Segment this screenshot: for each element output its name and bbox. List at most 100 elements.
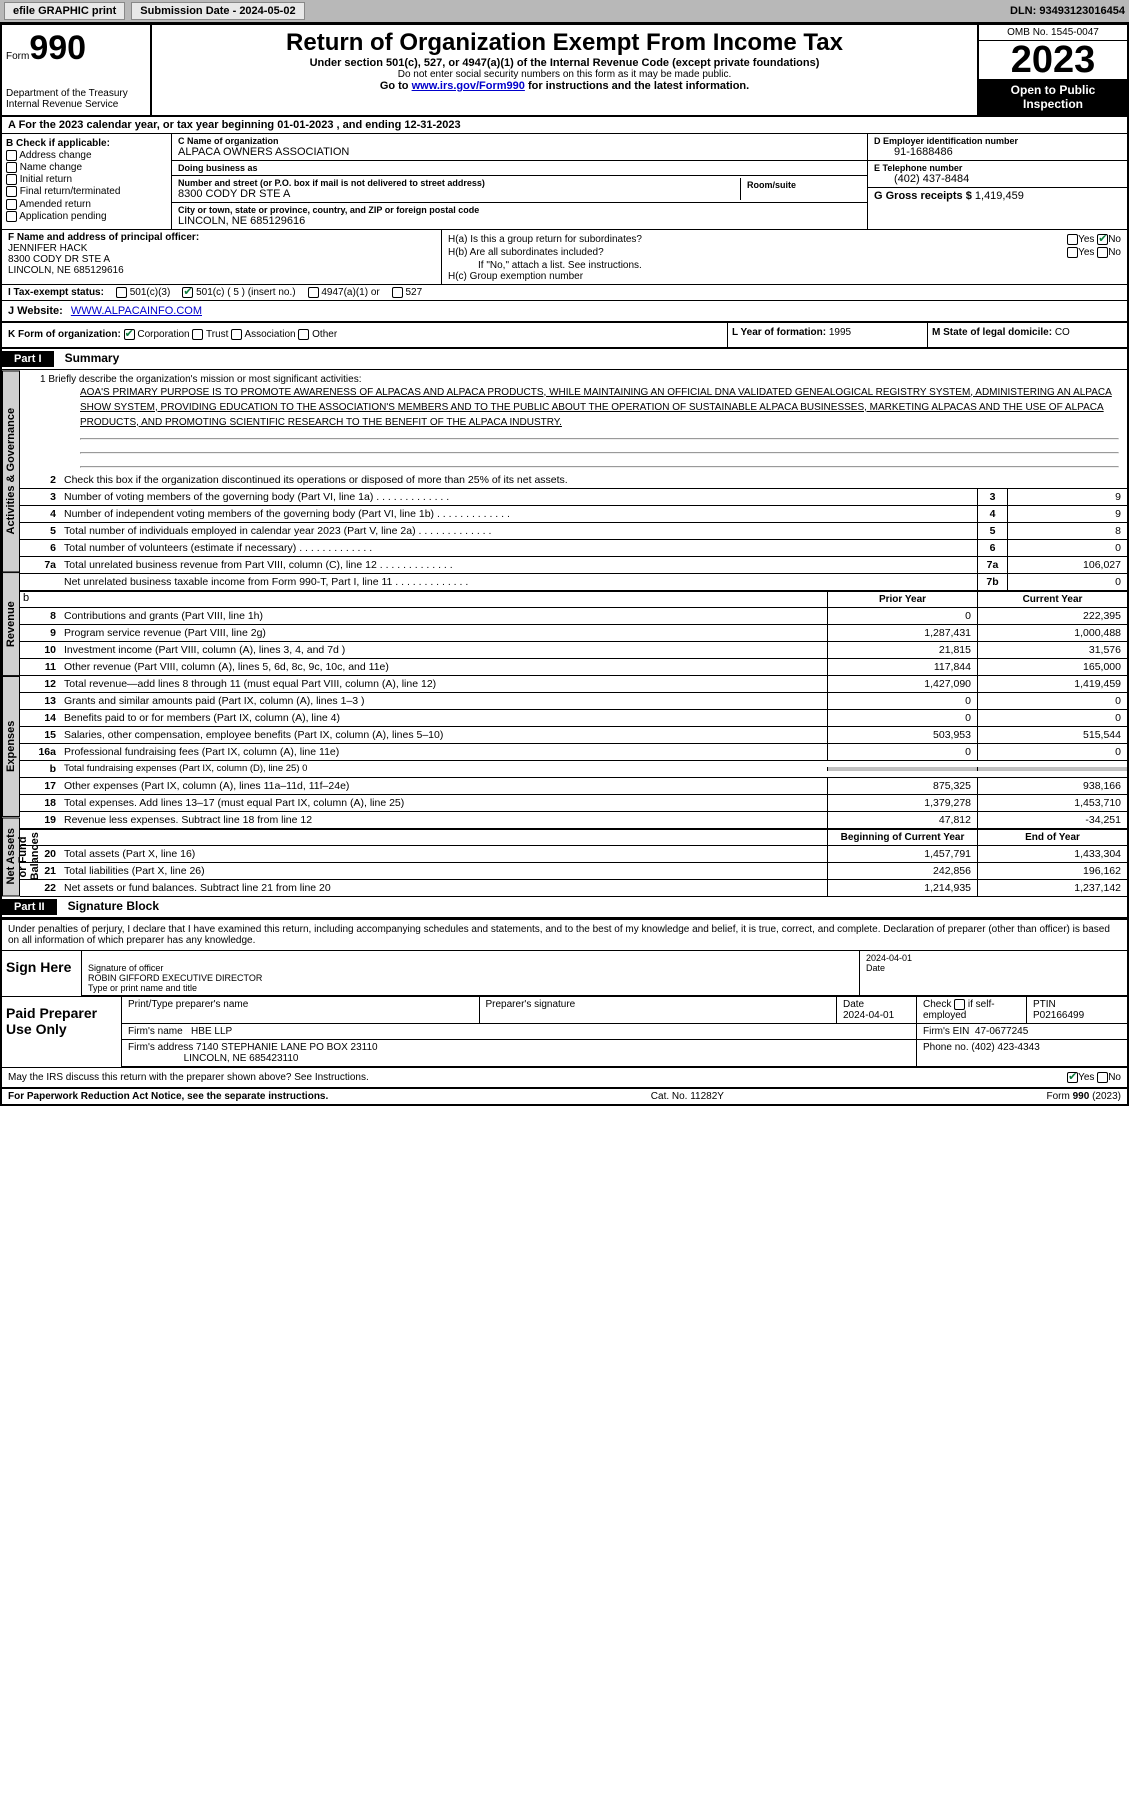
end-year-hdr: End of Year (977, 830, 1127, 845)
firm-name: HBE LLP (191, 1026, 232, 1037)
cb-application-pending[interactable]: Application pending (6, 211, 167, 222)
cb-discuss-no[interactable] (1097, 1072, 1108, 1083)
h-c-line: H(c) Group exemption number (448, 271, 1121, 282)
cb-initial-return[interactable]: Initial return (6, 174, 167, 185)
line-2: 2Check this box if the organization disc… (20, 472, 1127, 489)
e-lbl: E Telephone number (874, 163, 1121, 173)
lines-area: 1 Briefly describe the organization's mi… (20, 370, 1127, 897)
irs-link[interactable]: www.irs.gov/Form990 (412, 80, 525, 92)
firm-lbl: Firm's name (128, 1026, 183, 1037)
submission-date-button[interactable]: Submission Date - 2024-05-02 (131, 2, 304, 20)
cb-ha-yes[interactable] (1067, 234, 1078, 245)
c-dba-lbl: Doing business as (178, 163, 861, 173)
firm-ein: 47-0677245 (975, 1026, 1028, 1037)
cb-discuss-yes[interactable] (1067, 1072, 1078, 1083)
section-a: A For the 2023 calendar year, or tax yea… (2, 117, 1127, 134)
line-3: 3Number of voting members of the governi… (20, 489, 1127, 506)
ein-value: 91-1688486 (874, 146, 1121, 158)
dln-label: DLN: 93493123016454 (1010, 5, 1125, 17)
discuss-row: May the IRS discuss this return with the… (2, 1068, 1127, 1089)
cb-name-change[interactable]: Name change (6, 162, 167, 173)
line-9: 9Program service revenue (Part VIII, lin… (20, 625, 1127, 642)
line-8: 8Contributions and grants (Part VIII, li… (20, 608, 1127, 625)
prior-year-hdr: Prior Year (827, 592, 977, 607)
line-19: 19Revenue less expenses. Subtract line 1… (20, 812, 1127, 829)
website-link[interactable]: WWW.ALPACAINFO.COM (71, 305, 202, 317)
public-inspection: Open to Public Inspection (979, 79, 1127, 115)
part2-title: Signature Block (60, 899, 159, 913)
cb-final-return[interactable]: Final return/terminated (6, 186, 167, 197)
firm-addr2: LINCOLN, NE 685423110 (184, 1053, 299, 1064)
efile-print-button[interactable]: efile GRAPHIC print (4, 2, 125, 20)
section-h: H(a) Is this a group return for subordin… (442, 230, 1127, 284)
ein-lbl: Firm's EIN (923, 1026, 969, 1037)
cb-527[interactable] (392, 287, 403, 298)
part2-header: Part II Signature Block (2, 897, 1127, 918)
line-5: 5Total number of individuals employed in… (20, 523, 1127, 540)
form-note: Do not enter social security numbers on … (156, 69, 973, 80)
part1-badge: Part I (2, 351, 54, 367)
discuss-text: May the IRS discuss this return with the… (8, 1072, 369, 1083)
line-7b: Net unrelated business taxable income fr… (20, 574, 1127, 591)
line-21: 21Total liabilities (Part X, line 26)242… (20, 863, 1127, 880)
section-j: J Website: WWW.ALPACAINFO.COM (2, 301, 1127, 323)
current-year-hdr: Current Year (977, 592, 1127, 607)
line-6: 6Total number of volunteers (estimate if… (20, 540, 1127, 557)
cat-number: Cat. No. 11282Y (651, 1091, 724, 1102)
line-20: 20Total assets (Part X, line 16)1,457,79… (20, 846, 1127, 863)
part1-header: Part I Summary (2, 349, 1127, 370)
cb-ha-no[interactable] (1097, 234, 1108, 245)
page-footer: For Paperwork Reduction Act Notice, see … (2, 1089, 1127, 1104)
dept-treasury: Department of the Treasury Internal Reve… (6, 88, 146, 110)
form-title: Return of Organization Exempt From Incom… (156, 29, 973, 57)
cb-hb-yes[interactable] (1067, 247, 1078, 258)
d-lbl: D Employer identification number (874, 136, 1121, 146)
h-b-note: If "No," attach a list. See instructions… (448, 260, 1121, 271)
tax-year: 2023 (979, 41, 1127, 79)
cb-amended-return[interactable]: Amended return (6, 199, 167, 210)
i-lbl: I Tax-exempt status: (8, 287, 104, 298)
c-street-lbl: Number and street (or P.O. box if mail i… (178, 178, 740, 188)
form-subtitle: Under section 501(c), 527, or 4947(a)(1)… (156, 57, 973, 69)
h-b-line: H(b) Are all subordinates included? Yes … (448, 247, 1121, 258)
org-name: ALPACA OWNERS ASSOCIATION (178, 146, 861, 158)
gross-receipts: 1,419,459 (975, 190, 1024, 202)
cb-hb-no[interactable] (1097, 247, 1108, 258)
line-7a: 7aTotal unrelated business revenue from … (20, 557, 1127, 574)
cb-association[interactable] (231, 329, 242, 340)
form-990-number: 990 (29, 29, 86, 67)
tab-activities-governance: Activities & Governance (2, 370, 20, 572)
section-deg: D Employer identification number 91-1688… (867, 134, 1127, 229)
c-city-lbl: City or town, state or province, country… (178, 205, 861, 215)
section-c: C Name of organization ALPACA OWNERS ASS… (172, 134, 867, 229)
cb-501c[interactable] (182, 287, 193, 298)
signature-block: Under penalties of perjury, I declare th… (2, 918, 1127, 1089)
line-4: 4Number of independent voting members of… (20, 506, 1127, 523)
firm-addr: 7140 STEPHANIE LANE PO BOX 23110 (196, 1042, 378, 1053)
city-value: LINCOLN, NE 685129616 (178, 215, 861, 227)
ptin-hdr: PTIN (1033, 999, 1056, 1010)
begin-year-hdr: Beginning of Current Year (827, 830, 977, 845)
header-row: Form990 Department of the Treasury Inter… (2, 25, 1127, 117)
cb-trust[interactable] (192, 329, 203, 340)
cb-501c3[interactable] (116, 287, 127, 298)
form-ref: Form 990 (2023) (1047, 1091, 1121, 1102)
ptin-value: P02166499 (1033, 1010, 1084, 1021)
cb-corporation[interactable] (124, 329, 135, 340)
h-a-line: H(a) Is this a group return for subordin… (448, 234, 1121, 245)
cb-self-employed[interactable] (954, 999, 965, 1010)
col-headers-1: b Prior Year Current Year (20, 591, 1127, 608)
fh-row: F Name and address of principal officer:… (2, 230, 1127, 285)
year-formation: 1995 (829, 327, 851, 338)
cb-other[interactable] (298, 329, 309, 340)
date-lbl: Date (866, 963, 885, 973)
section-l: L Year of formation: 1995 (727, 323, 927, 346)
cb-address-change[interactable]: Address change (6, 150, 167, 161)
mission-lbl: 1 Briefly describe the organization's mi… (40, 374, 1119, 385)
form-page: Form990 Department of the Treasury Inter… (0, 23, 1129, 1106)
form-goto: Go to www.irs.gov/Form990 for instructio… (156, 80, 973, 92)
g-label: G Gross receipts $ 1,419,459 (874, 190, 1121, 202)
cb-4947[interactable] (308, 287, 319, 298)
section-f: F Name and address of principal officer:… (2, 230, 442, 284)
line-22: 22Net assets or fund balances. Subtract … (20, 880, 1127, 897)
